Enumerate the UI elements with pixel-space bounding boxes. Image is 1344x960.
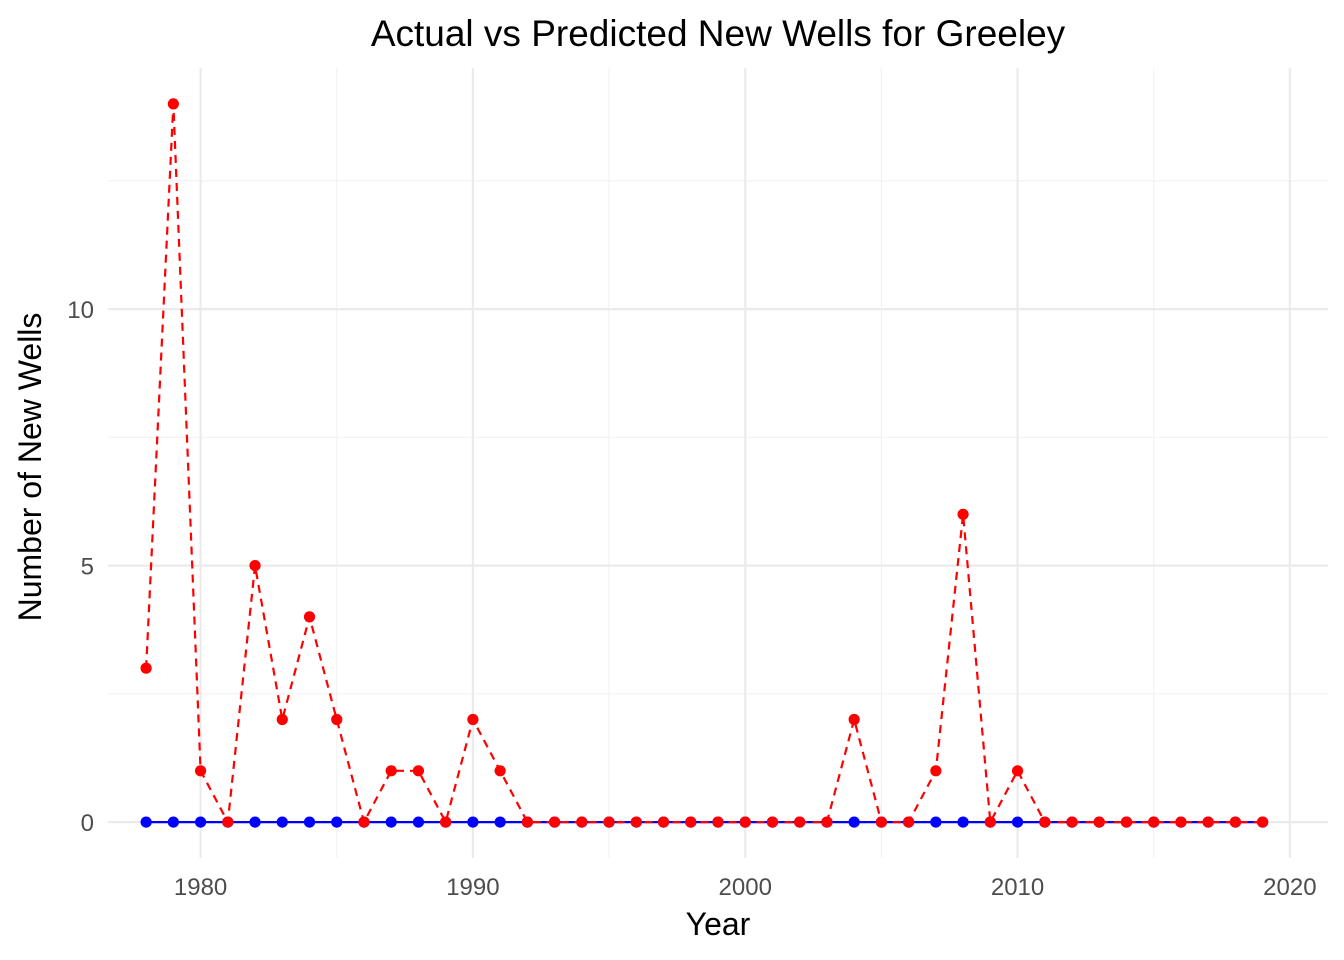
series-1-point — [930, 816, 942, 828]
series-2-point — [194, 765, 207, 777]
series-2-point — [440, 816, 452, 828]
x-tick-label: 1990 — [446, 874, 499, 901]
series-2-point — [875, 816, 887, 828]
y-tick-label: 10 — [67, 297, 94, 324]
series-2-point — [222, 816, 234, 828]
series-2-point — [276, 713, 288, 726]
series-2-point — [848, 713, 860, 726]
y-tick-label: 0 — [81, 810, 94, 837]
series-1-point — [412, 816, 425, 828]
series-2-point — [167, 98, 179, 110]
series-2-point — [303, 611, 316, 623]
series-line-2 — [145, 102, 1263, 824]
series-2-point — [467, 713, 479, 726]
series-1-point — [194, 816, 207, 828]
series-2-point — [1039, 816, 1051, 828]
series-2-point — [549, 816, 561, 828]
series-2-point — [494, 765, 506, 777]
series-2-point — [685, 816, 697, 828]
series-2-point — [794, 816, 806, 828]
series-1-point — [494, 816, 506, 828]
series-2-point — [1175, 816, 1187, 828]
series-2-point — [821, 816, 833, 828]
series-2-point — [412, 765, 425, 777]
series-1-point — [467, 816, 479, 828]
series-2-point — [630, 816, 642, 828]
series-1-point — [140, 816, 152, 828]
series-2-point — [358, 816, 370, 828]
chart-title: Actual vs Predicted New Wells for Greele… — [371, 13, 1066, 54]
series-2-point — [1148, 816, 1160, 828]
y-tick-label: 5 — [81, 554, 94, 581]
x-tick-label: 2010 — [991, 874, 1044, 901]
series-2-point — [712, 816, 724, 828]
series-1-point — [848, 816, 860, 828]
series-2-point — [1011, 765, 1024, 777]
series-2-point — [1202, 816, 1214, 828]
series-2-point — [903, 816, 915, 828]
series-1-point — [249, 816, 261, 828]
series-2-point — [140, 662, 152, 674]
series-2-point — [1093, 816, 1105, 828]
x-tick-label: 1980 — [174, 874, 227, 901]
tick-labels: 1980 1990 2000 2010 2020 0 5 10 — [67, 297, 1316, 901]
series-2-point — [1066, 816, 1078, 828]
series-1-point — [957, 816, 969, 828]
series-layer — [140, 98, 1269, 828]
series-1-point — [276, 816, 288, 828]
series-1-point — [303, 816, 316, 828]
series-2-point — [603, 816, 615, 828]
x-axis-title: Year — [686, 906, 751, 942]
series-2-point — [984, 816, 996, 828]
series-2-point — [766, 816, 779, 828]
y-axis-title: Number of New Wells — [12, 313, 48, 622]
series-2-point — [1257, 816, 1269, 828]
series-1-point — [385, 816, 397, 828]
series-2-point — [930, 765, 942, 777]
series-2-point — [521, 816, 533, 828]
series-1-point — [331, 816, 343, 828]
series-2-point — [1120, 816, 1133, 828]
series-2-point — [331, 713, 343, 726]
series-2-point — [657, 816, 670, 828]
series-2-point — [1229, 816, 1242, 828]
series-2-point — [385, 765, 397, 777]
series-1-point — [167, 816, 179, 828]
x-tick-label: 2020 — [1263, 874, 1316, 901]
series-2-point — [957, 508, 969, 520]
series-1-point — [1011, 816, 1024, 828]
series-2-point — [576, 816, 588, 828]
series-2-point — [249, 559, 261, 572]
grid — [108, 68, 1328, 858]
x-tick-label: 2000 — [719, 874, 772, 901]
series-2-point — [739, 816, 751, 828]
